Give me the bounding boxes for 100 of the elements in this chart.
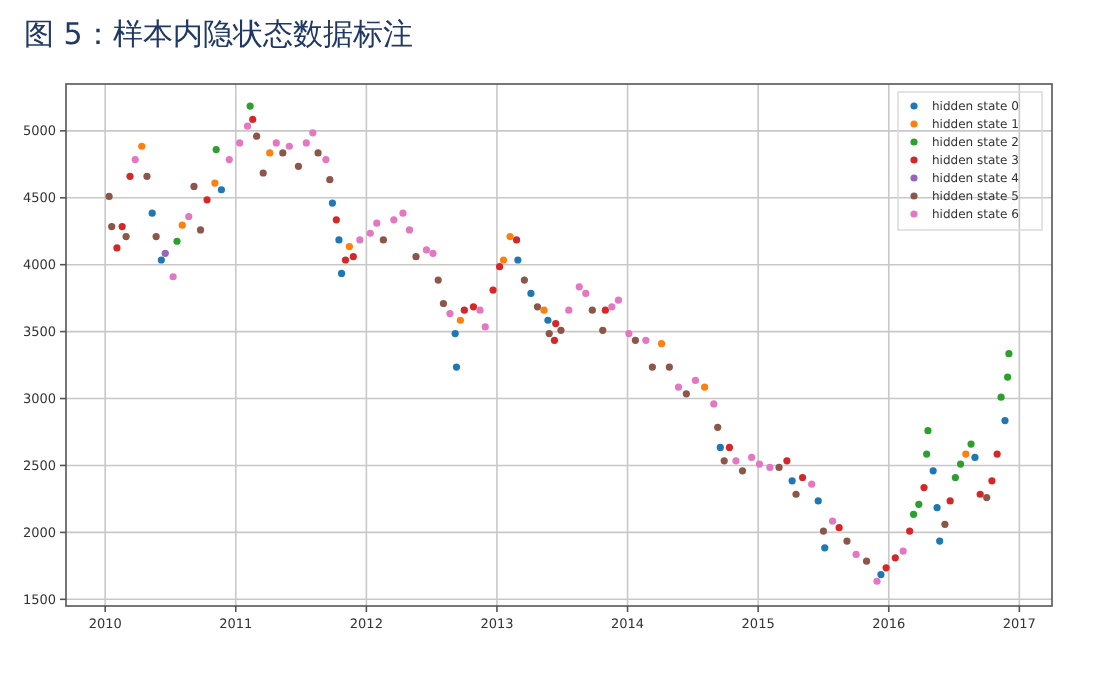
- point: [691, 376, 700, 385]
- point: [349, 253, 357, 261]
- point: [924, 427, 932, 435]
- point: [614, 296, 623, 304]
- point: [412, 253, 420, 261]
- point: [829, 517, 837, 525]
- point: [814, 497, 822, 505]
- point: [725, 443, 734, 451]
- point: [877, 570, 885, 579]
- point: [405, 226, 414, 234]
- point: [1004, 373, 1012, 381]
- point: [152, 232, 160, 241]
- point: [625, 330, 633, 338]
- point: [279, 149, 287, 157]
- point: [138, 142, 146, 150]
- point: [821, 544, 829, 552]
- point: [356, 236, 364, 244]
- point: [113, 244, 121, 252]
- point: [294, 162, 303, 170]
- point: [792, 490, 800, 498]
- point: [701, 383, 709, 391]
- point: [335, 236, 343, 244]
- point: [967, 440, 975, 448]
- point: [322, 156, 330, 164]
- point: [956, 460, 965, 468]
- point: [446, 309, 454, 318]
- point: [545, 330, 553, 338]
- point: [599, 326, 607, 334]
- point: [915, 500, 923, 508]
- point: [253, 132, 261, 140]
- point: [259, 169, 267, 177]
- point: [249, 115, 257, 124]
- point: [533, 303, 542, 311]
- point: [540, 306, 548, 314]
- point: [169, 273, 177, 281]
- point: [469, 303, 478, 311]
- point: [788, 477, 796, 485]
- point: [390, 216, 398, 224]
- point: [212, 145, 220, 154]
- point: [1001, 417, 1009, 425]
- point: [285, 142, 293, 150]
- point: [481, 323, 489, 331]
- point: [882, 564, 890, 572]
- point: [379, 236, 387, 244]
- point: [552, 319, 560, 328]
- point: [178, 221, 186, 229]
- point: [328, 199, 337, 207]
- point: [933, 504, 941, 512]
- point: [272, 139, 280, 147]
- point: [203, 196, 211, 204]
- point: [899, 547, 907, 555]
- point: [422, 246, 431, 254]
- point: [527, 289, 535, 298]
- point: [495, 263, 504, 271]
- point: [243, 122, 252, 130]
- point: [657, 340, 666, 348]
- point: [452, 363, 461, 371]
- point: [309, 129, 317, 137]
- point: [941, 520, 949, 528]
- point: [674, 383, 683, 391]
- point: [835, 524, 843, 532]
- point: [373, 219, 381, 227]
- point: [988, 477, 996, 485]
- point: [601, 306, 609, 314]
- point: [345, 243, 353, 251]
- point: [143, 172, 151, 180]
- point: [506, 232, 514, 241]
- point: [173, 237, 181, 245]
- point: [185, 212, 193, 221]
- point: [775, 463, 783, 472]
- point: [951, 473, 959, 482]
- point: [642, 336, 650, 344]
- point: [720, 457, 728, 465]
- point: [148, 209, 156, 217]
- point: [608, 303, 616, 311]
- point: [755, 460, 764, 468]
- point: [366, 229, 374, 237]
- point: [211, 179, 219, 187]
- point: [337, 269, 346, 277]
- point: [429, 249, 437, 257]
- point: [126, 172, 134, 180]
- point: [716, 443, 724, 451]
- point: [582, 289, 590, 298]
- point: [738, 467, 747, 475]
- point: [157, 256, 165, 264]
- point: [923, 450, 931, 458]
- point: [456, 316, 464, 324]
- point: [266, 149, 274, 157]
- point: [714, 423, 722, 431]
- point: [798, 473, 807, 482]
- point: [557, 326, 565, 334]
- point: [341, 256, 350, 264]
- point: [105, 192, 113, 201]
- point: [748, 453, 756, 462]
- point: [819, 527, 828, 535]
- point: [236, 139, 244, 147]
- point: [648, 363, 656, 371]
- point: [906, 527, 914, 535]
- point: [766, 463, 774, 472]
- point: [514, 256, 522, 264]
